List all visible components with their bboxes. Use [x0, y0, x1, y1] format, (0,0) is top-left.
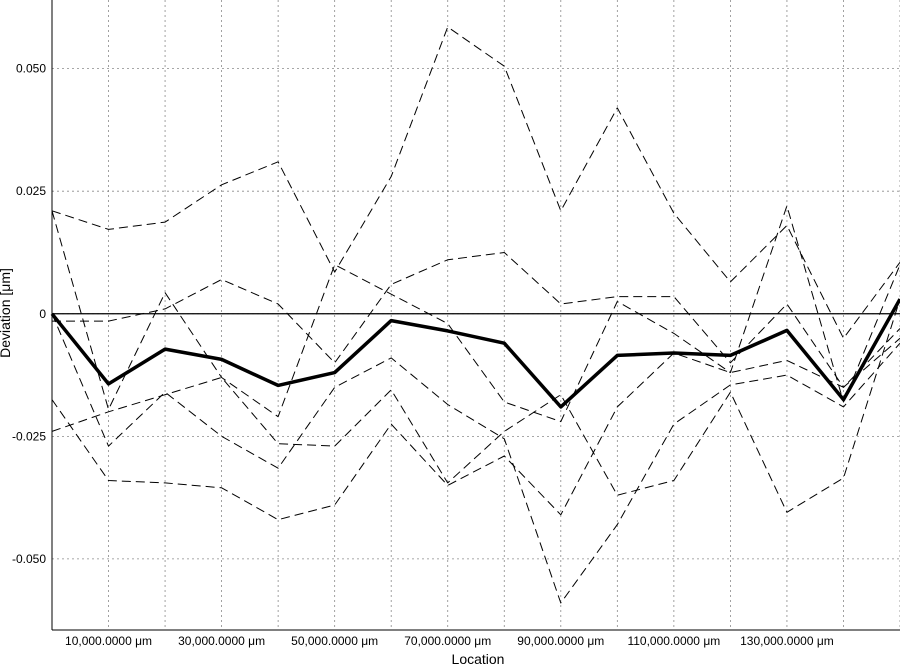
x-tick-label: 130,000.0000 μm [740, 634, 834, 648]
x-tick-label: 70,000.0000 μm [404, 634, 491, 648]
series-layer [50, 26, 900, 604]
y-tick-label: -0.050 [12, 552, 46, 566]
x-tick-label: 10,000.0000 μm [65, 634, 152, 648]
y-tick-label: 0.050 [16, 62, 46, 76]
series-line-4 [52, 252, 900, 388]
series-line-1 [50, 298, 900, 409]
series-line-7 [51, 313, 900, 604]
x-axis-title: Location [452, 651, 505, 667]
y-tick-label: 0.025 [16, 184, 46, 198]
y-axis-tick-labels: 0.050 0.025 0 -0.025 -0.050 [12, 62, 46, 566]
grid [52, 0, 900, 630]
series-line-3 [51, 205, 900, 423]
x-tick-label: 110,000.0000 μm [627, 634, 720, 648]
series-line-5 [51, 328, 900, 521]
series-line-2 [51, 26, 900, 339]
series-line-6 [51, 298, 900, 513]
y-tick-label: -0.025 [12, 429, 46, 443]
y-tick-label: 0 [39, 307, 46, 321]
y-axis-title: Deviation [μm] [0, 268, 13, 358]
x-axis-tick-labels: 10,000.0000 μm 30,000.0000 μm 50,000.0000 … [65, 634, 834, 648]
x-tick-label: 50,000.0000 μm [291, 634, 378, 648]
x-tick-label: 30,000.0000 μm [178, 634, 265, 648]
x-tick-label: 90,000.0000 μm [517, 634, 604, 648]
